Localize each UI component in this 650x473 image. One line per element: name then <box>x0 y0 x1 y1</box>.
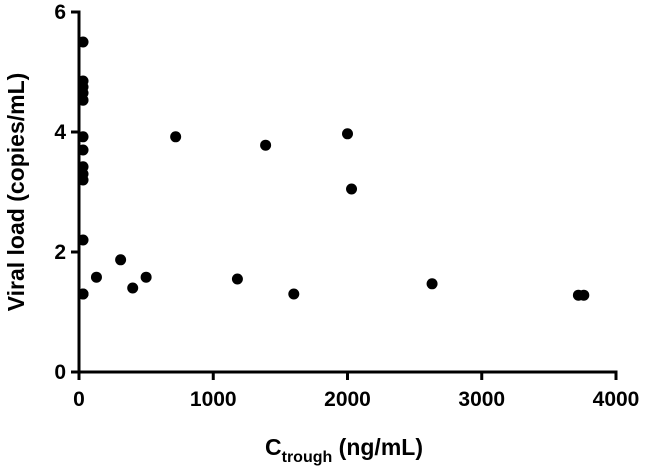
data-point <box>260 139 272 151</box>
x-tick-label: 1000 <box>190 388 237 411</box>
y-tick-label: 0 <box>54 361 66 384</box>
x-axis-title: Ctrough (ng/mL) <box>265 434 423 466</box>
data-point <box>578 289 590 301</box>
data-point <box>170 131 182 143</box>
x-axis-ticks: 0 1000 2000 3000 4000 <box>73 372 639 411</box>
x-tick-label: 4000 <box>593 388 640 411</box>
x-axis-title-suffix: (ng/mL) <box>332 434 423 460</box>
x-tick-label: 3000 <box>458 388 505 411</box>
data-point <box>140 271 152 283</box>
data-point <box>426 278 438 290</box>
y-axis-title: Viral load (copies/mL) <box>3 73 29 312</box>
data-points <box>77 36 590 301</box>
data-point <box>127 282 139 294</box>
y-tick-label: 4 <box>54 121 66 144</box>
x-axis-title-main: C <box>265 434 282 460</box>
x-tick-label: 2000 <box>324 388 371 411</box>
y-tick-label: 6 <box>54 1 66 24</box>
data-point <box>346 183 358 195</box>
x-tick-label: 0 <box>73 388 85 411</box>
y-axis-ticks: 0 2 4 6 <box>54 1 79 384</box>
data-point <box>288 288 300 300</box>
data-point <box>90 271 102 283</box>
x-axis-title-subscript: trough <box>282 449 333 466</box>
data-point <box>342 128 353 140</box>
data-point <box>115 254 127 266</box>
data-point <box>231 273 243 285</box>
y-tick-label: 2 <box>54 241 66 264</box>
